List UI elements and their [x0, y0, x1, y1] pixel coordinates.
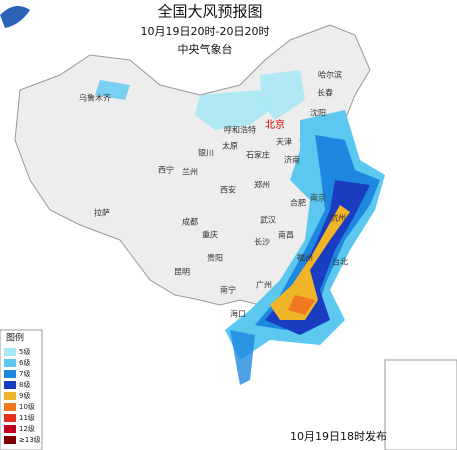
legend-label: 10级	[19, 402, 35, 411]
legend-label: 9级	[19, 391, 30, 400]
legend-label: ≥13级	[19, 435, 41, 444]
issue-time: 10月19日18时发布	[290, 429, 387, 443]
legend-label: 12级	[19, 424, 35, 433]
city-label: 银川	[198, 148, 214, 158]
legend-swatch	[4, 359, 16, 367]
city-label: 兰州	[182, 167, 198, 177]
south-sea-inset	[384, 359, 457, 450]
wind-area	[230, 330, 255, 385]
wind-area	[270, 205, 350, 320]
wind-area	[95, 80, 130, 100]
city-label: 太原	[222, 141, 238, 151]
city-label: 乌鲁木齐	[79, 93, 111, 103]
city-label: 北京	[265, 118, 285, 131]
period: 10月19日20时-20日20时	[141, 25, 270, 38]
city-label: 南宁	[220, 285, 236, 295]
city-label: 济南	[284, 155, 300, 165]
city-label: 重庆	[202, 230, 218, 240]
city-label: 石家庄	[246, 150, 270, 160]
legend-swatch	[4, 348, 16, 356]
city-label: 郑州	[254, 180, 270, 190]
logo	[0, 6, 30, 28]
city-label: 武汉	[260, 215, 276, 225]
legend-swatch	[4, 425, 16, 433]
city-label: 昆明	[174, 268, 190, 277]
city-label: 台北	[332, 257, 348, 267]
issuer: 中央气象台	[178, 42, 233, 56]
city-label: 合肥	[290, 198, 306, 208]
city-label: 杭州	[330, 213, 346, 223]
legend-swatch	[4, 414, 16, 422]
city-label: 拉萨	[94, 208, 110, 218]
legend-label: 11级	[19, 413, 35, 422]
legend-title: 图例	[6, 332, 24, 344]
legend-swatch	[4, 370, 16, 378]
legend-swatch	[4, 392, 16, 400]
city-label: 成都	[182, 217, 198, 227]
wind-area	[195, 90, 270, 130]
legend-label: 6级	[19, 358, 30, 367]
legend-swatch	[4, 381, 16, 389]
legend-label: 7级	[19, 369, 30, 378]
city-label: 福州	[297, 254, 313, 263]
city-label: 南京	[310, 193, 326, 203]
city-label: 西安	[220, 185, 236, 195]
city-label: 南昌	[278, 230, 294, 240]
city-label: 沈阳	[310, 108, 326, 118]
city-label: 呼和浩特	[224, 125, 256, 135]
city-label: 天津	[276, 137, 292, 147]
city-label: 海口	[230, 309, 246, 319]
city-label: 西宁	[158, 165, 174, 175]
legend-swatch	[4, 436, 16, 444]
legend-swatch	[4, 403, 16, 411]
city-label: 长春	[317, 88, 333, 98]
city-label: 广州	[256, 280, 272, 290]
city-label: 哈尔滨	[318, 70, 342, 80]
city-label: 贵阳	[207, 253, 223, 263]
legend-label: 8级	[19, 380, 30, 389]
legend-label: 5级	[19, 347, 30, 356]
wind-area	[260, 70, 305, 120]
city-label: 长沙	[254, 237, 270, 247]
title: 全国大风预报图	[157, 3, 262, 21]
wind-area	[288, 295, 315, 315]
